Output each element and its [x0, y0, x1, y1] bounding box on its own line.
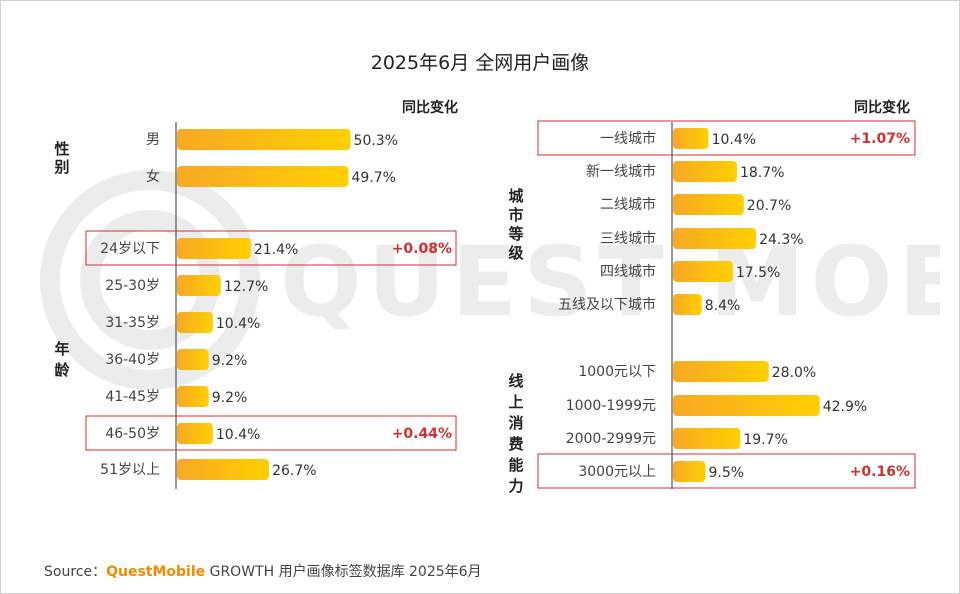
category-label: 1000-1999元 — [566, 398, 656, 414]
bar — [177, 386, 209, 407]
category-label: 一线城市 — [600, 130, 656, 147]
value-label: 10.4% — [216, 316, 260, 332]
value-label: 26.7% — [272, 463, 316, 479]
bar — [177, 166, 349, 187]
bar — [673, 128, 709, 149]
category-label: 新一线城市 — [586, 163, 656, 180]
value-label: 12.7% — [224, 279, 268, 295]
category-label: 24岁以下 — [100, 241, 160, 257]
category-label: 女 — [146, 168, 160, 185]
value-label: 49.7% — [351, 170, 395, 186]
change-label: +0.44% — [392, 426, 452, 442]
group-label-char: 别 — [53, 158, 69, 176]
group-label-char: 龄 — [54, 361, 70, 379]
chart-title: 2025年6月 全网用户画像 — [370, 52, 590, 74]
value-label: 8.4% — [705, 298, 741, 314]
bar — [673, 228, 757, 249]
value-label: 20.7% — [747, 198, 791, 214]
change-label: +0.16% — [850, 464, 910, 480]
bar — [673, 294, 702, 315]
group-label-char: 线 — [508, 372, 523, 390]
bar — [177, 312, 213, 333]
category-label: 3000元以上 — [578, 464, 656, 480]
value-label: 9.2% — [212, 353, 248, 369]
highlight-box — [85, 230, 457, 266]
value-label: 9.2% — [212, 390, 248, 406]
bar — [673, 361, 769, 382]
category-label: 二线城市 — [600, 196, 656, 213]
value-label: 21.4% — [254, 242, 298, 258]
category-label: 五线及以下城市 — [558, 296, 656, 313]
group-label-char: 能 — [508, 456, 523, 474]
value-label: 10.4% — [216, 427, 260, 443]
bar — [673, 194, 744, 215]
highlight-box — [537, 120, 916, 156]
group-label-char: 性 — [54, 140, 69, 158]
change-header-right: 同比变化 — [854, 99, 910, 116]
category-label: 31-35岁 — [105, 315, 160, 331]
bar — [177, 349, 209, 370]
value-label: 17.5% — [736, 265, 780, 281]
bar — [177, 459, 270, 480]
group-label-char: 力 — [508, 477, 523, 495]
value-label: 18.7% — [740, 165, 784, 181]
group-label-char: 级 — [508, 244, 524, 262]
group-label-char: 消 — [508, 414, 523, 432]
source-prefix: Source： — [44, 564, 107, 580]
category-label: 41-45岁 — [105, 389, 160, 405]
value-label: 50.3% — [354, 133, 398, 149]
bar — [673, 461, 706, 482]
value-label: 28.0% — [772, 365, 816, 381]
category-label: 25-30岁 — [105, 278, 160, 294]
change-label: +0.08% — [392, 241, 452, 257]
category-label: 三线城市 — [600, 230, 656, 247]
bar — [177, 423, 213, 444]
source-note: Source：QuestMobile GROWTH 用户画像标签数据库 2025… — [44, 561, 482, 581]
group-label-char: 城 — [508, 187, 523, 205]
value-label: 10.4% — [712, 132, 756, 148]
bar — [177, 129, 351, 150]
change-label: +1.07% — [850, 131, 910, 147]
bar — [673, 161, 737, 182]
highlight-box — [85, 415, 457, 451]
bar — [673, 261, 733, 282]
value-label: 42.9% — [823, 399, 867, 415]
category-label: 1000元以下 — [578, 364, 656, 380]
group-label-char: 上 — [508, 393, 523, 411]
highlight-box — [537, 453, 916, 489]
group-label-char: 费 — [508, 435, 523, 453]
source-brand: QuestMobile — [106, 564, 206, 580]
category-label: 46-50岁 — [105, 426, 160, 442]
bar — [177, 238, 251, 259]
value-label: 24.3% — [759, 232, 803, 248]
value-label: 9.5% — [708, 465, 744, 481]
category-label: 51岁以上 — [100, 462, 160, 478]
bar — [673, 395, 820, 416]
category-label: 男 — [146, 132, 160, 148]
group-label-char: 等 — [508, 225, 523, 243]
category-label: 四线城市 — [600, 263, 656, 280]
bar — [673, 428, 741, 449]
source-text: GROWTH 用户画像标签数据库 2025年6月 — [205, 564, 482, 580]
group-label-char: 年 — [54, 340, 69, 358]
category-label: 2000-2999元 — [566, 431, 656, 447]
bar — [177, 275, 221, 296]
group-label-char: 市 — [508, 206, 523, 224]
change-header-left: 同比变化 — [402, 99, 458, 116]
value-label: 19.7% — [743, 432, 787, 448]
category-label: 36-40岁 — [105, 352, 160, 368]
